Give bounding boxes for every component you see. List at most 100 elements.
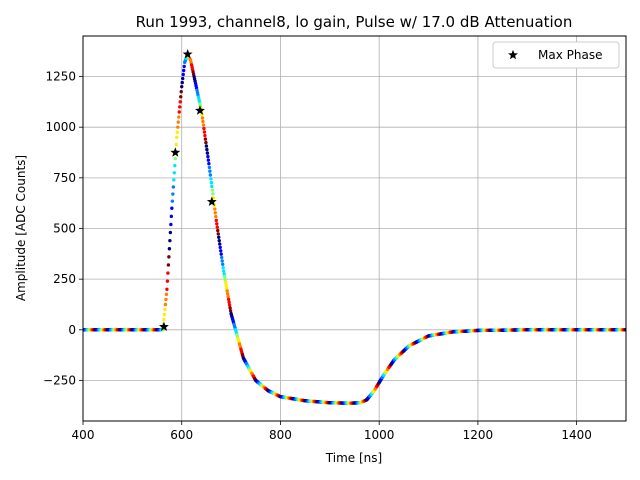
pulse-dot [223,280,228,285]
legend-label: Max Phase [538,48,602,62]
y-tick-label: 250 [53,272,76,286]
pulse-dot [217,238,221,243]
pulse-dot [166,263,171,267]
pulse-dot [180,84,184,89]
pulse-dot [201,123,206,127]
pulse-dot [168,230,173,235]
legend: Max Phase [492,41,620,69]
max-phase-markers [159,49,217,331]
pulse-dot [213,211,217,215]
pulse-dot [172,171,177,175]
pulse-dot [179,95,183,99]
pulse-dot [213,207,217,211]
pulse-dot [165,279,170,283]
pulse-dot [203,137,208,141]
y-tick-label: 500 [53,222,76,236]
pulse-dot [214,214,218,219]
chart-title: Run 1993, channel8, lo gain, Pulse w/ 17… [136,13,573,31]
pulse-dot [200,112,204,117]
pulse-dot [175,130,179,134]
pulse-dot [175,135,179,140]
pulse-dot [221,269,226,273]
pulse-dot [180,80,184,85]
pulse-dot [220,255,224,260]
pulse-dot [209,180,214,185]
x-axis-ticks: 400 600 800 1000 1200 1400 [72,421,592,442]
pulse-dot [211,192,215,196]
legend-box [492,41,620,69]
pulse-dot [177,110,181,114]
pulse-dot [223,277,227,282]
pulse-dot [210,188,215,192]
pulse-dot [170,206,174,210]
pulse-dot [204,144,209,148]
max-phase-star [182,49,193,59]
pulse-dot [219,249,223,253]
pulse-dot [182,68,186,73]
x-tick-label: 1200 [463,428,494,442]
pulse-dot [167,255,171,259]
pulse-dot [179,90,183,94]
x-tick-label: 1400 [561,428,592,442]
pulse-dot [218,242,222,246]
pulse-dot [167,247,172,251]
pulse-dot [210,184,214,189]
pulse-dot [207,165,212,170]
pulse-dot [215,222,219,226]
pulse-dot [172,178,176,182]
pulse-dot [220,259,224,263]
pulse-dot [208,173,213,177]
pulse-dot [224,283,228,287]
pulse-dot [170,199,175,203]
pulse-dot [222,272,226,276]
pulse-dot [178,105,182,109]
grid [82,36,626,421]
pulse-dot [224,286,229,290]
y-tick-label: −250 [43,373,76,387]
pulse-dot [205,151,210,155]
x-tick-label: 400 [72,428,95,442]
pulse-dot [171,192,175,196]
pulse-dot [182,64,186,69]
legend-star-icon [508,49,518,60]
pulse-dot [176,125,180,129]
pulse-dot [200,116,205,120]
pulse-dot [204,140,208,145]
pulse-dot [165,287,169,291]
pulse-dot [215,225,219,229]
pulse-dot [219,252,223,256]
pulse-dot [216,232,220,236]
pulse-dot [176,120,180,124]
x-tick-label: 800 [269,428,292,442]
pulse-dot [216,228,220,233]
pulse-dot [225,292,230,296]
pulse-dot [227,303,232,307]
pulse-dot [169,222,173,227]
pulse-dot [164,292,169,297]
pulse-dot [206,154,210,159]
pulse-dot [218,245,222,250]
y-axis-label: Amplitude [ADC Counts] [14,155,28,301]
pulse-dot [164,297,168,302]
y-axis-ticks: −250 0 250 500 750 1000 1250 [43,70,83,387]
pulse-dot [173,156,178,161]
pulse-dot [202,126,206,131]
pulse-dot [217,235,221,239]
pulse-dot [174,142,178,147]
pulse-dot [214,218,218,223]
max-phase-star [195,105,205,115]
pulse-dot [168,238,172,243]
pulse-dot [166,271,170,275]
x-tick-label: 600 [170,428,193,442]
pulse-dot [181,76,185,81]
pulse-dot [226,297,231,302]
y-tick-label: 0 [68,323,76,337]
pulse-dot [222,275,227,279]
pulse-dot [177,115,181,119]
pulse-dot [228,309,233,313]
x-axis-label: Time [ns] [325,451,382,465]
pulse-dot [201,119,205,124]
pulse-dot [226,294,230,299]
